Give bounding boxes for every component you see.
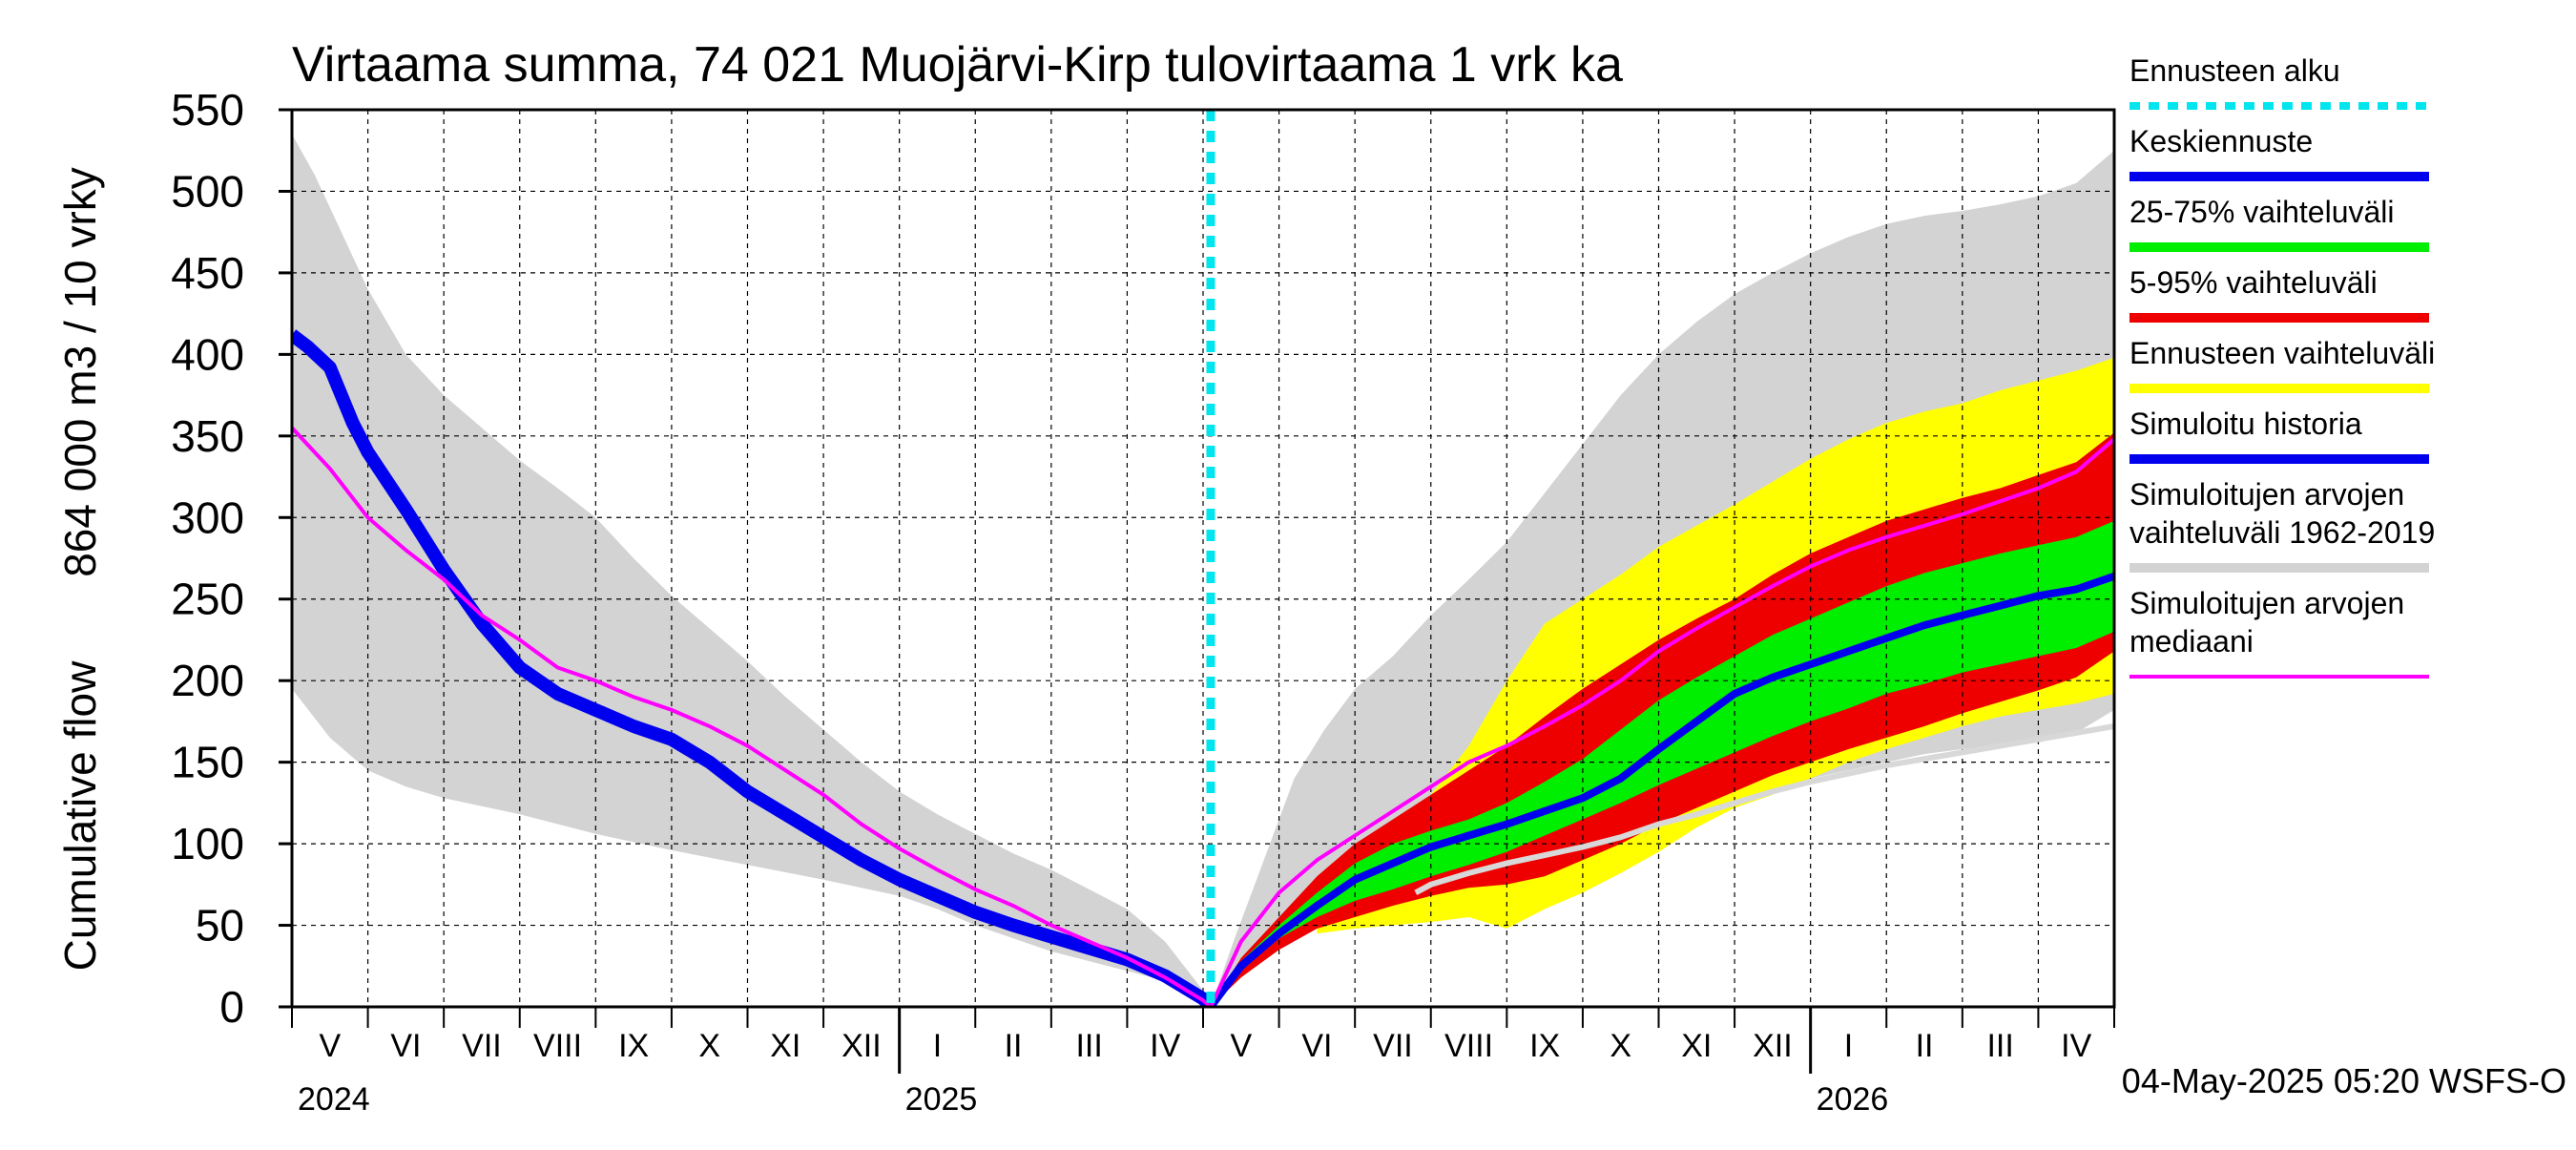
x-month-label: V [1230,1028,1252,1064]
x-month-label: VII [462,1028,502,1064]
timestamp: 04-May-2025 05:20 WSFS-O [2122,1061,2566,1100]
chart-title: Virtaama summa, 74 021 Muojärvi-Kirp tul… [292,37,1623,93]
x-month-label: XI [770,1028,800,1064]
y-tick-label: 100 [171,819,244,868]
x-month-label: XII [841,1028,882,1064]
x-month-label: VIII [1444,1028,1493,1064]
x-year-label: 2025 [905,1081,978,1118]
y-tick-label: 250 [171,575,244,624]
x-month-label: VI [1301,1028,1332,1064]
x-month-label: VIII [533,1028,582,1064]
x-year-label: 2026 [1817,1081,1889,1118]
x-month-label: IX [618,1028,649,1064]
x-month-label: XI [1681,1028,1712,1064]
x-month-label: I [933,1028,942,1064]
x-year-label: 2024 [298,1081,370,1118]
legend-label: Ennusteen alku [2129,53,2340,88]
legend-label: Keskiennuste [2129,124,2313,158]
x-month-label: II [1916,1028,1934,1064]
y-tick-label: 0 [219,982,244,1032]
series-light-line [1414,723,2114,896]
series-mean-forecast [1207,573,2114,1007]
y-tick-label: 550 [171,85,244,135]
y-tick-label: 450 [171,248,244,298]
y-tick-label: 50 [196,901,244,951]
x-month-label: II [1005,1028,1023,1064]
y-tick-label: 200 [171,656,244,705]
legend-label: Simuloitujen arvojen [2129,586,2404,620]
band-25-75 [1211,520,2114,1007]
legend-label: Simuloitu historia [2129,407,2362,441]
x-month-label: IX [1529,1028,1560,1064]
x-month-label: VI [390,1028,421,1064]
y-tick-label: 350 [171,411,244,461]
series-historical-median [292,426,2114,1007]
legend-label: Simuloitujen arvojen [2129,477,2404,512]
x-month-label: X [698,1028,720,1064]
x-month-label: I [1844,1028,1853,1064]
legend-label: 25-75% vaihteluväli [2129,195,2395,229]
series-simulated-history [292,329,1216,1007]
legend: Ennusteen alku Keskiennuste 25-75% vaihtel… [2129,53,2435,679]
x-month-label: V [319,1028,341,1064]
legend-label: 5-95% vaihteluväli [2129,265,2378,300]
x-month-label: IV [1150,1028,1180,1064]
y-tick-label: 400 [171,329,244,379]
x-month-label: III [1986,1028,2013,1064]
legend-label: mediaani [2129,624,2254,659]
x-month-label: XII [1753,1028,1793,1064]
x-month-label: X [1610,1028,1631,1064]
legend-label: Ennusteen vaihteluväli [2129,336,2435,370]
y-tick-label: 150 [171,738,244,787]
y-tick-label: 500 [171,166,244,216]
x-month-label: IV [2061,1028,2091,1064]
legend-label: vaihteluväli 1962-2019 [2129,515,2435,550]
x-month-label: VII [1373,1028,1413,1064]
x-month-label: III [1075,1028,1102,1064]
y-axis-label-line1: Cumulative flow [55,660,105,971]
y-axis-label-line2: 864 000 m3 / 10 vrky [55,167,105,577]
y-tick-label: 300 [171,492,244,542]
